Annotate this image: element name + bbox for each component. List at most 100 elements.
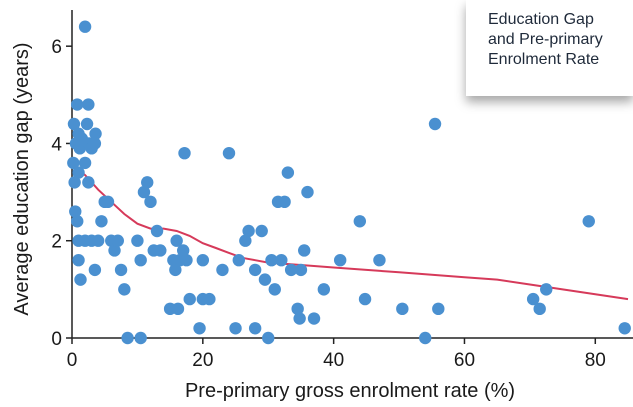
data-point — [216, 263, 229, 277]
x-axis-title: Pre-primary gross enrolment rate (%) — [185, 380, 515, 402]
data-point — [95, 215, 108, 228]
data-point — [78, 156, 92, 170]
legend-line-2: and Pre-primary — [488, 31, 603, 48]
data-point — [137, 185, 151, 199]
data-point — [540, 283, 553, 296]
x-tick-label: 0 — [67, 350, 78, 371]
data-point — [183, 292, 196, 306]
data-point — [301, 185, 314, 199]
data-point — [265, 253, 278, 267]
data-point — [358, 292, 372, 306]
data-point — [177, 244, 190, 257]
data-point — [353, 215, 367, 228]
axes — [71, 10, 633, 339]
y-tick-label: 4 — [51, 134, 62, 155]
data-point — [150, 224, 164, 238]
data-point — [294, 263, 308, 277]
y-tick-label: 0 — [51, 329, 62, 350]
data-point — [396, 302, 409, 316]
data-point — [222, 146, 236, 160]
data-point — [248, 322, 262, 335]
data-point — [178, 146, 191, 160]
data-point — [101, 195, 115, 209]
legend-box: Education Gap and Pre-primary Enrolment … — [466, 0, 633, 96]
data-point — [258, 273, 272, 286]
data-point — [618, 322, 631, 335]
data-point — [255, 224, 268, 238]
data-point — [134, 331, 147, 345]
data-point — [121, 331, 134, 345]
x-axis-ticks: 0 20 40 60 80 — [67, 338, 606, 371]
data-point — [71, 98, 84, 111]
data-point — [293, 312, 306, 325]
data-point — [317, 283, 331, 296]
data-point — [111, 234, 124, 247]
data-point — [291, 302, 304, 316]
data-point — [144, 195, 157, 209]
data-point — [196, 253, 210, 267]
data-point — [248, 263, 262, 277]
data-point — [88, 137, 102, 150]
legend-line-1: Education Gap — [488, 11, 594, 28]
y-tick-label: 6 — [51, 37, 62, 58]
data-point — [82, 98, 95, 111]
data-point — [171, 302, 185, 316]
data-point — [131, 234, 144, 247]
data-point — [333, 253, 347, 267]
data-point — [88, 263, 102, 277]
data-point — [582, 215, 595, 228]
data-point — [281, 166, 295, 179]
data-point — [73, 142, 87, 155]
data-point — [82, 176, 95, 189]
data-point — [69, 205, 82, 218]
data-point — [373, 253, 386, 267]
x-tick-label: 40 — [323, 350, 344, 371]
data-point — [67, 156, 80, 170]
data-point — [432, 302, 445, 316]
data-point — [284, 263, 298, 277]
y-tick-label: 2 — [51, 232, 62, 253]
data-point — [154, 244, 167, 257]
data-point — [169, 263, 182, 277]
data-point — [419, 331, 432, 345]
data-point — [114, 263, 128, 277]
data-point — [526, 292, 540, 306]
data-point — [141, 176, 154, 189]
data-point — [242, 224, 255, 238]
data-point — [72, 166, 85, 179]
data-point — [91, 234, 105, 247]
y-axis-title: Average education gap (years) — [11, 42, 33, 315]
data-point — [268, 283, 281, 296]
x-tick-label: 20 — [192, 350, 213, 371]
data-point — [134, 253, 147, 267]
data-point — [180, 253, 193, 267]
data-point — [170, 234, 183, 247]
data-point — [203, 292, 216, 306]
data-point — [232, 253, 245, 267]
data-points — [67, 20, 631, 345]
x-tick-label: 80 — [585, 350, 606, 371]
data-point — [68, 176, 81, 189]
data-point — [533, 302, 546, 316]
data-point — [67, 117, 81, 131]
data-point — [262, 331, 275, 345]
data-point — [275, 253, 288, 267]
data-point — [298, 244, 311, 257]
data-point — [80, 117, 94, 131]
data-point — [108, 244, 121, 257]
x-tick-label: 60 — [454, 350, 475, 371]
data-point — [72, 253, 85, 267]
data-point — [74, 273, 87, 286]
y-axis-ticks: 0 2 4 6 — [51, 37, 72, 350]
data-point — [71, 215, 84, 228]
data-point — [89, 127, 102, 140]
data-point — [307, 312, 321, 325]
data-point — [229, 322, 242, 335]
legend-line-3: Enrolment Rate — [488, 51, 600, 68]
data-point — [118, 283, 131, 296]
data-point — [239, 234, 252, 247]
data-point — [193, 322, 206, 335]
data-point — [428, 117, 442, 131]
data-point — [78, 20, 92, 33]
